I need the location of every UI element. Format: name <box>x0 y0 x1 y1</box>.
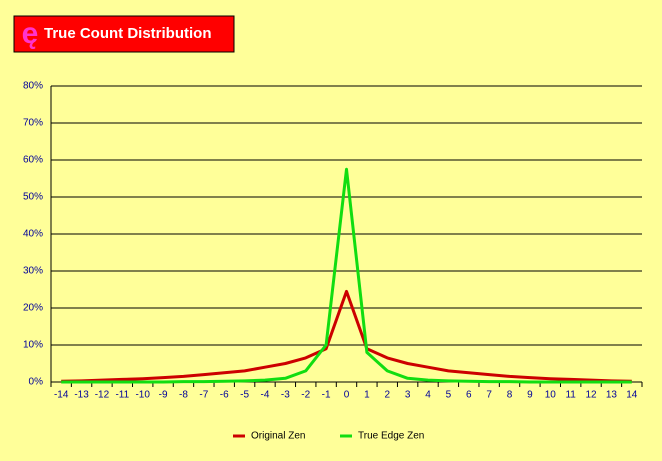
y-tick-label: 10% <box>23 340 43 351</box>
x-tick-label: -6 <box>220 390 229 401</box>
x-tick-label: -13 <box>74 390 89 401</box>
x-tick-label: -11 <box>115 390 129 401</box>
legend-label: Original Zen <box>251 431 305 442</box>
x-tick-label: 1 <box>364 390 370 401</box>
legend-label: True Edge Zen <box>358 431 424 442</box>
x-tick-label: 7 <box>486 390 492 401</box>
x-tick-label: 3 <box>405 390 411 401</box>
x-tick-label: -2 <box>301 390 310 401</box>
y-tick-label: 60% <box>23 155 43 166</box>
x-tick-label: -12 <box>95 390 110 401</box>
y-tick-label: 80% <box>23 81 43 92</box>
x-tick-label: 14 <box>626 390 638 401</box>
x-tick-label: -5 <box>240 390 249 401</box>
x-tick-label: 12 <box>585 390 597 401</box>
x-tick-label: 2 <box>384 390 390 401</box>
x-tick-label: 9 <box>527 390 533 401</box>
x-tick-label: -10 <box>135 390 150 401</box>
x-tick-label: 6 <box>466 390 472 401</box>
y-tick-label: 40% <box>23 229 43 240</box>
x-tick-label: -9 <box>159 390 168 401</box>
x-tick-label: 13 <box>606 390 618 401</box>
x-tick-label: -1 <box>322 390 331 401</box>
y-tick-label: 70% <box>23 118 43 129</box>
x-tick-label: 10 <box>545 390 557 401</box>
x-tick-label: -8 <box>179 390 188 401</box>
title-icon: ę <box>22 17 39 50</box>
y-tick-label: 20% <box>23 303 43 314</box>
title-box <box>13 15 235 53</box>
x-tick-label: -4 <box>261 390 270 401</box>
x-tick-label: 4 <box>425 390 431 401</box>
chart-title: True Count Distribution <box>44 25 211 42</box>
x-tick-label: 8 <box>507 390 513 401</box>
y-tick-label: 0% <box>29 377 44 388</box>
x-tick-label: -7 <box>199 390 208 401</box>
series-line <box>61 289 632 383</box>
x-tick-label: 0 <box>344 390 350 401</box>
x-tick-label: 11 <box>565 390 576 401</box>
x-tick-label: -3 <box>281 390 290 401</box>
x-tick-label: -14 <box>54 390 69 401</box>
y-tick-label: 50% <box>23 192 43 203</box>
y-tick-label: 30% <box>23 266 43 277</box>
x-tick-label: 5 <box>446 390 452 401</box>
series-line <box>61 167 632 384</box>
